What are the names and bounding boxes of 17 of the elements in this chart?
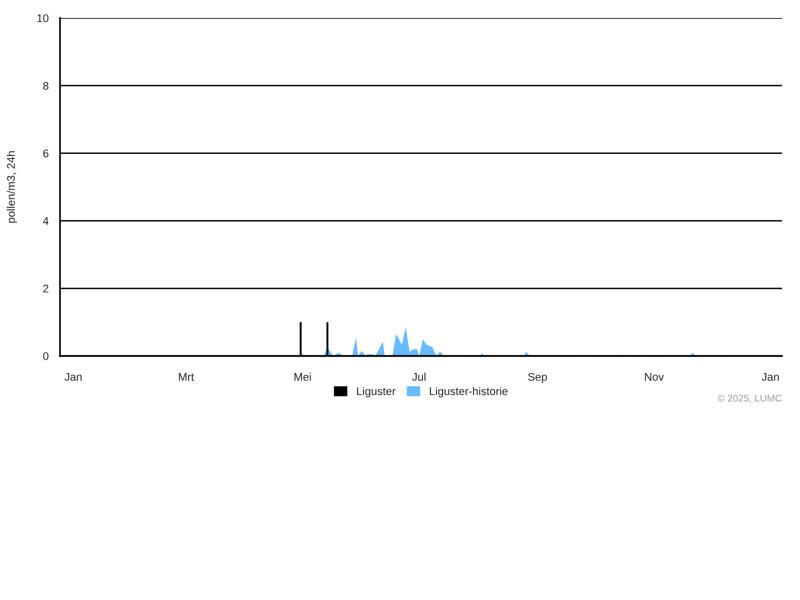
x-tick-label: Mei <box>294 372 311 381</box>
y-axis-title: pollen/m3, 24h <box>6 151 18 223</box>
legend-label: Liguster-historie <box>430 386 508 398</box>
y-tick-label: 0 <box>43 352 48 360</box>
x-tick-label: Sep <box>528 372 547 384</box>
x-tick-label: Mrt <box>178 373 194 381</box>
x-tick-label: Jul <box>412 372 426 381</box>
y-tick-label: 4 <box>42 217 49 225</box>
y-tick-label: 2 <box>43 284 48 292</box>
legend-label: Liguster <box>357 386 396 398</box>
y-tick-label: 10 <box>37 14 48 22</box>
y-tick-label: 6 <box>43 149 48 158</box>
x-tick-label: Jan <box>762 373 779 381</box>
y-tick-label: 8 <box>43 82 48 90</box>
x-tick-label: Jan <box>64 373 82 381</box>
text: © 2025, LUMC <box>718 394 782 403</box>
x-tick-label: Nov <box>645 373 664 381</box>
